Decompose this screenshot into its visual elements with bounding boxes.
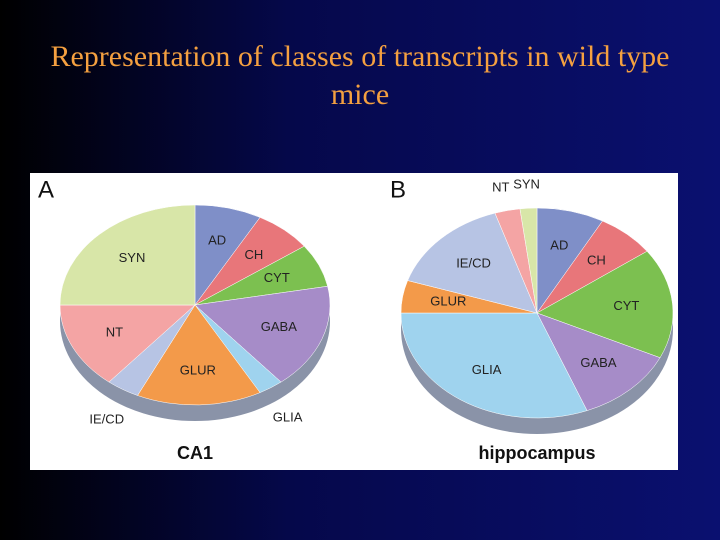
slice-label: IE/CD xyxy=(456,255,491,270)
slice-label: CYT xyxy=(264,270,290,285)
slice-label: CH xyxy=(245,247,264,262)
slice-label: GLUR xyxy=(180,362,216,377)
slice-label: NT xyxy=(106,325,123,340)
slice-label: GABA xyxy=(580,355,616,370)
chart-subtitle: hippocampus xyxy=(478,443,595,463)
pie-slice xyxy=(400,312,588,419)
slice-label: GLIA xyxy=(273,409,303,424)
slide-title: Representation of classes of transcripts… xyxy=(50,40,670,111)
pie-slice xyxy=(59,204,196,306)
slice-label: AD xyxy=(550,237,568,252)
chart-subtitle: CA1 xyxy=(177,443,213,463)
pie-slice xyxy=(519,207,538,314)
panel-label: A xyxy=(38,176,54,203)
slice-label: SYN xyxy=(119,250,146,265)
pie-slice xyxy=(59,304,196,383)
slice-label: IE/CD xyxy=(89,411,124,426)
slice-label: CH xyxy=(587,252,606,267)
slice-label: CYT xyxy=(613,298,639,313)
slice-label: NT xyxy=(492,179,509,194)
pie-slice xyxy=(407,212,538,314)
slice-label: GLIA xyxy=(472,362,502,377)
slice-label: SYN xyxy=(513,177,540,192)
pie-slice xyxy=(137,304,261,406)
slice-label: AD xyxy=(208,233,226,248)
chart-panel: ADCHCYTGABAGLIAGLURIE/CDNTSYNACA1ADCHCYT… xyxy=(30,173,678,470)
slice-label: GABA xyxy=(261,319,297,334)
panel-label: B xyxy=(390,176,406,203)
pie-slice xyxy=(536,312,661,411)
slice-label: GLUR xyxy=(430,294,466,309)
pie-slice xyxy=(194,285,331,383)
pie-slice xyxy=(536,250,674,359)
